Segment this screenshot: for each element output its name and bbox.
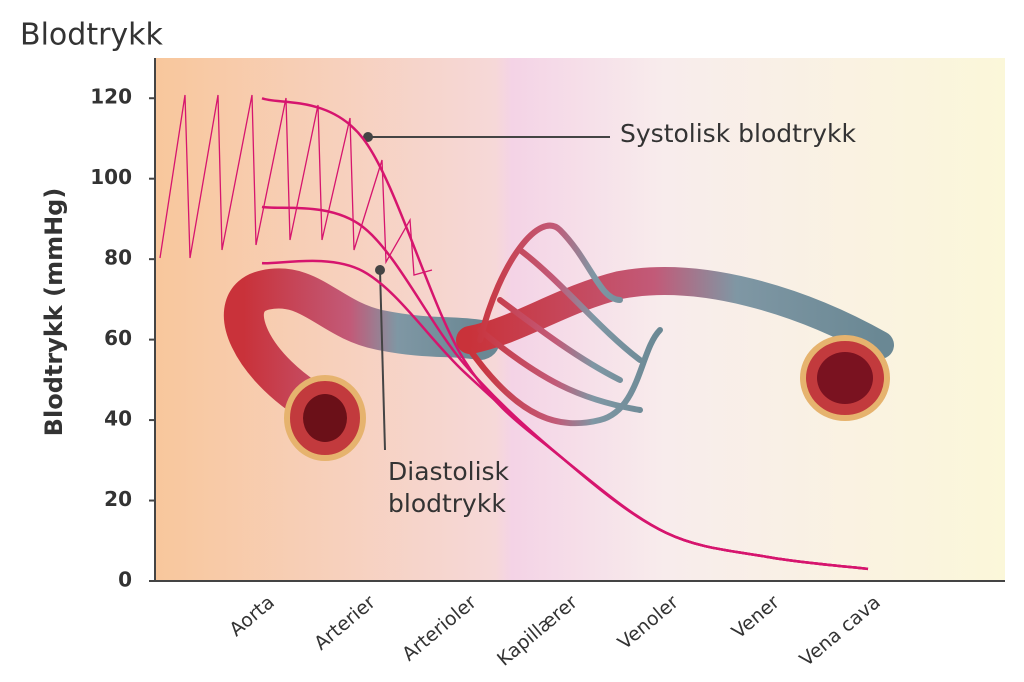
y-tick-label: 80 xyxy=(104,246,132,270)
x-tick-label: Arterioler xyxy=(398,591,481,665)
chart-title: Blodtrykk xyxy=(20,18,164,53)
x-tick-label: Arterier xyxy=(310,591,380,655)
series-line xyxy=(261,259,869,571)
y-tick-label: 100 xyxy=(90,165,132,189)
y-tick-label: 20 xyxy=(104,487,132,511)
annotation-leader xyxy=(379,269,386,451)
annotation-dot xyxy=(363,132,373,142)
x-tick-label: Venoler xyxy=(614,591,683,654)
annotation-dot xyxy=(375,265,385,275)
x-tick-label: Kapillærer xyxy=(493,591,582,670)
y-tick-label: 40 xyxy=(104,407,132,431)
y-tick-label: 0 xyxy=(118,568,132,592)
annotation: Systolisk blodtrykk xyxy=(620,119,856,148)
annotation: Diastolisk blodtrykk xyxy=(388,457,510,518)
x-tick-label: Aorta xyxy=(225,591,278,641)
y-tick-label: 60 xyxy=(104,326,132,350)
x-tick-label: Vener xyxy=(728,591,784,643)
y-tick-label: 120 xyxy=(90,85,132,109)
x-tick-label: Vena cava xyxy=(796,591,885,671)
plot-background xyxy=(155,58,1005,580)
y-axis-title: Blodtrykk (mmHg) xyxy=(40,188,68,437)
